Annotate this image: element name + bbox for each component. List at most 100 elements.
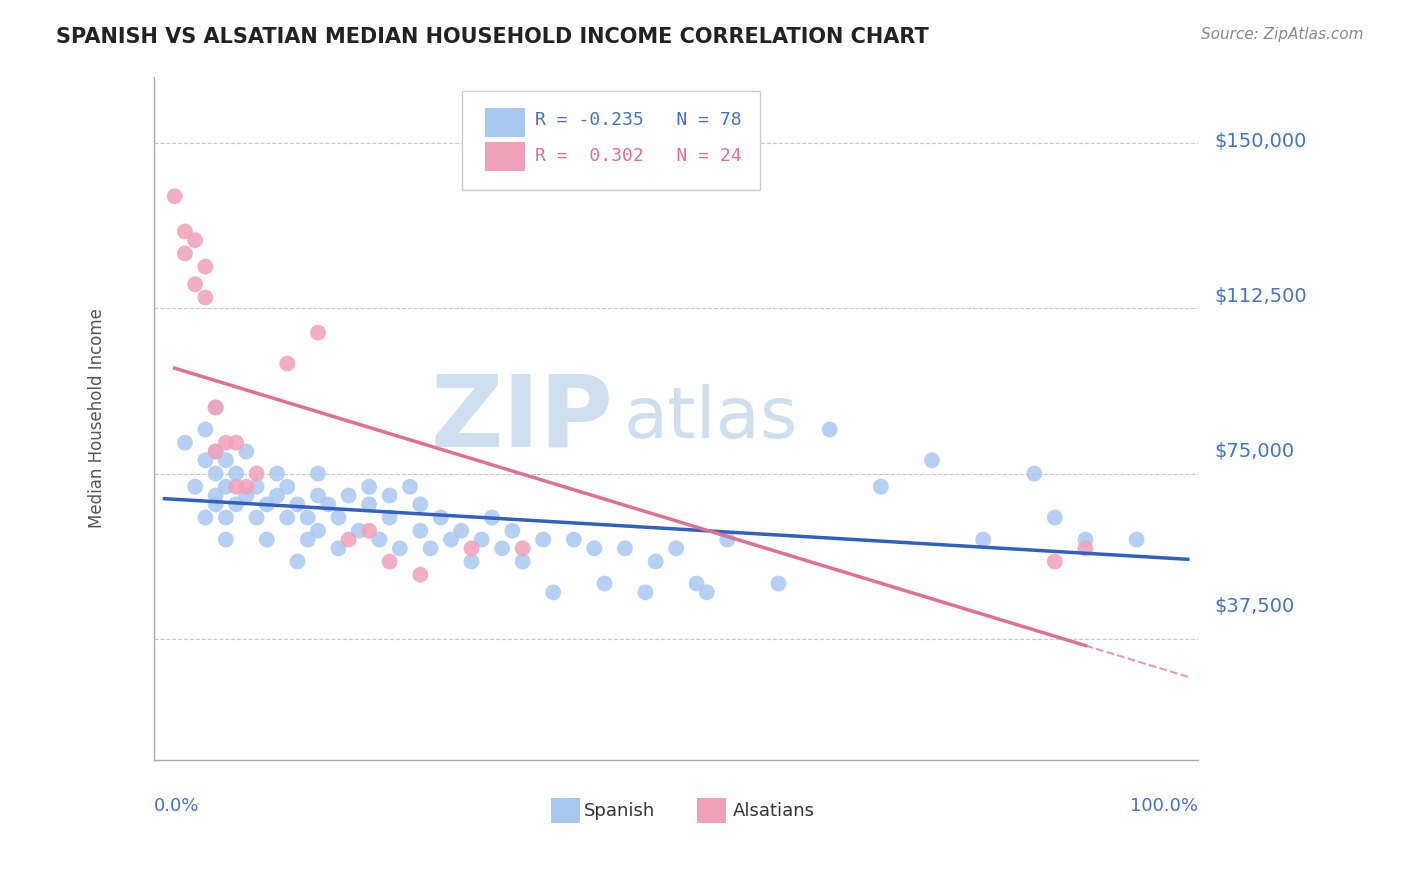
- Point: [307, 524, 329, 538]
- Point: [316, 497, 339, 511]
- Point: [1125, 533, 1147, 547]
- Point: [297, 533, 319, 547]
- Point: [194, 423, 217, 437]
- Point: [215, 533, 238, 547]
- Point: [307, 467, 329, 481]
- Point: [276, 357, 298, 371]
- Point: [235, 444, 257, 458]
- Point: [174, 246, 197, 260]
- Point: [204, 489, 226, 503]
- Point: [204, 401, 226, 415]
- Point: [460, 541, 482, 556]
- Point: [307, 489, 329, 503]
- Point: [1043, 555, 1066, 569]
- Point: [921, 453, 943, 467]
- Point: [1043, 510, 1066, 524]
- Point: [450, 524, 472, 538]
- Point: [256, 533, 278, 547]
- Point: [307, 326, 329, 340]
- FancyBboxPatch shape: [463, 91, 759, 190]
- Text: Median Household Income: Median Household Income: [87, 309, 105, 528]
- Point: [378, 489, 401, 503]
- Point: [184, 480, 207, 494]
- Point: [501, 524, 523, 538]
- Point: [1024, 467, 1046, 481]
- Point: [972, 533, 994, 547]
- Point: [543, 585, 565, 599]
- Point: [696, 585, 718, 599]
- Point: [562, 533, 585, 547]
- Point: [531, 533, 554, 547]
- Point: [297, 510, 319, 524]
- Bar: [485, 108, 524, 136]
- Point: [225, 467, 247, 481]
- Point: [276, 510, 298, 524]
- Text: Source: ZipAtlas.com: Source: ZipAtlas.com: [1201, 27, 1364, 42]
- Point: [328, 541, 350, 556]
- Point: [593, 576, 616, 591]
- Point: [215, 480, 238, 494]
- Point: [583, 541, 606, 556]
- Point: [204, 401, 226, 415]
- Bar: [485, 142, 524, 171]
- Point: [378, 510, 401, 524]
- Point: [215, 435, 238, 450]
- Point: [419, 541, 441, 556]
- Point: [225, 497, 247, 511]
- Text: R = -0.235   N = 78: R = -0.235 N = 78: [536, 112, 742, 129]
- Point: [460, 555, 482, 569]
- Point: [256, 497, 278, 511]
- Point: [614, 541, 637, 556]
- Text: SPANISH VS ALSATIAN MEDIAN HOUSEHOLD INCOME CORRELATION CHART: SPANISH VS ALSATIAN MEDIAN HOUSEHOLD INC…: [56, 27, 929, 46]
- Point: [174, 225, 197, 239]
- Point: [163, 189, 186, 203]
- Point: [644, 555, 666, 569]
- Point: [235, 489, 257, 503]
- Point: [174, 435, 197, 450]
- Point: [359, 524, 381, 538]
- Point: [481, 510, 503, 524]
- Point: [409, 524, 432, 538]
- Point: [399, 480, 422, 494]
- Point: [634, 585, 657, 599]
- Point: [184, 233, 207, 247]
- Point: [266, 467, 288, 481]
- Point: [245, 480, 267, 494]
- Point: [194, 453, 217, 467]
- Point: [429, 510, 451, 524]
- Point: [204, 467, 226, 481]
- Point: [194, 510, 217, 524]
- Point: [512, 555, 534, 569]
- Point: [440, 533, 463, 547]
- Point: [337, 489, 360, 503]
- Point: [409, 567, 432, 582]
- Point: [768, 576, 790, 591]
- Point: [215, 510, 238, 524]
- Point: [1074, 541, 1097, 556]
- Point: [235, 480, 257, 494]
- Point: [388, 541, 411, 556]
- Point: [409, 497, 432, 511]
- Point: [287, 555, 309, 569]
- Point: [245, 510, 267, 524]
- Point: [266, 489, 288, 503]
- Point: [716, 533, 738, 547]
- Bar: [697, 798, 727, 823]
- Point: [359, 497, 381, 511]
- Text: R =  0.302   N = 24: R = 0.302 N = 24: [536, 147, 742, 165]
- Point: [869, 480, 891, 494]
- Point: [685, 576, 707, 591]
- Point: [276, 480, 298, 494]
- Point: [204, 497, 226, 511]
- Point: [204, 444, 226, 458]
- Point: [225, 435, 247, 450]
- Point: [378, 555, 401, 569]
- Text: 100.0%: 100.0%: [1130, 797, 1198, 815]
- Text: ZIP: ZIP: [430, 370, 613, 467]
- Bar: [551, 798, 581, 823]
- Point: [328, 510, 350, 524]
- Point: [225, 480, 247, 494]
- Point: [194, 291, 217, 305]
- Point: [491, 541, 513, 556]
- Point: [245, 467, 267, 481]
